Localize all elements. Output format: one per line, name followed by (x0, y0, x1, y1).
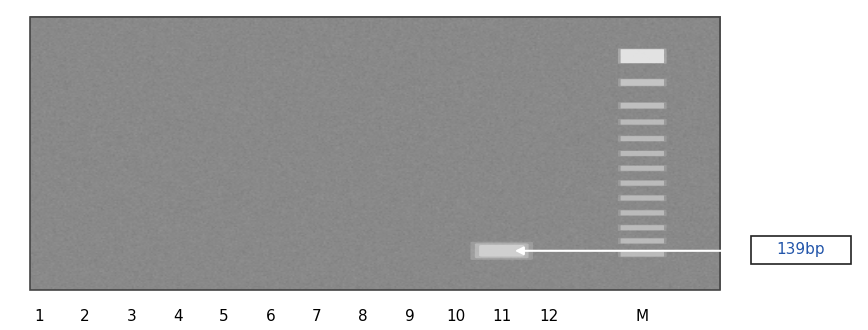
FancyBboxPatch shape (621, 151, 664, 156)
Text: 10: 10 (446, 309, 465, 324)
FancyBboxPatch shape (618, 79, 667, 86)
FancyBboxPatch shape (618, 49, 667, 64)
Text: 8: 8 (358, 309, 368, 324)
FancyBboxPatch shape (621, 238, 664, 244)
FancyBboxPatch shape (475, 244, 529, 258)
FancyBboxPatch shape (618, 195, 667, 201)
FancyBboxPatch shape (618, 210, 667, 216)
Text: 9: 9 (404, 309, 415, 324)
FancyBboxPatch shape (618, 135, 667, 142)
FancyBboxPatch shape (618, 224, 667, 231)
FancyBboxPatch shape (621, 79, 664, 86)
FancyBboxPatch shape (621, 211, 664, 215)
Text: 4: 4 (173, 309, 183, 324)
Text: 2: 2 (80, 309, 90, 324)
Text: 7: 7 (312, 309, 322, 324)
Bar (751, 236, 851, 264)
FancyBboxPatch shape (621, 119, 664, 124)
FancyBboxPatch shape (618, 251, 667, 257)
Text: 3: 3 (127, 309, 137, 324)
FancyBboxPatch shape (618, 119, 667, 125)
FancyBboxPatch shape (618, 150, 667, 156)
FancyBboxPatch shape (618, 180, 667, 186)
Text: 5: 5 (219, 309, 229, 324)
FancyBboxPatch shape (621, 251, 664, 257)
FancyBboxPatch shape (618, 102, 667, 109)
FancyBboxPatch shape (621, 181, 664, 185)
Text: 139bp: 139bp (776, 243, 825, 257)
Text: M: M (635, 309, 649, 324)
FancyBboxPatch shape (470, 242, 533, 260)
FancyBboxPatch shape (621, 103, 664, 108)
Text: 11: 11 (492, 309, 511, 324)
Bar (30, 16, 720, 290)
FancyBboxPatch shape (621, 195, 664, 200)
Text: 6: 6 (266, 309, 276, 324)
FancyBboxPatch shape (621, 49, 664, 63)
FancyBboxPatch shape (621, 166, 664, 171)
FancyBboxPatch shape (621, 136, 664, 141)
FancyBboxPatch shape (618, 165, 667, 172)
Text: 12: 12 (539, 309, 558, 324)
FancyBboxPatch shape (618, 238, 667, 244)
Text: 1: 1 (34, 309, 44, 324)
FancyBboxPatch shape (621, 225, 664, 230)
FancyBboxPatch shape (479, 245, 524, 257)
